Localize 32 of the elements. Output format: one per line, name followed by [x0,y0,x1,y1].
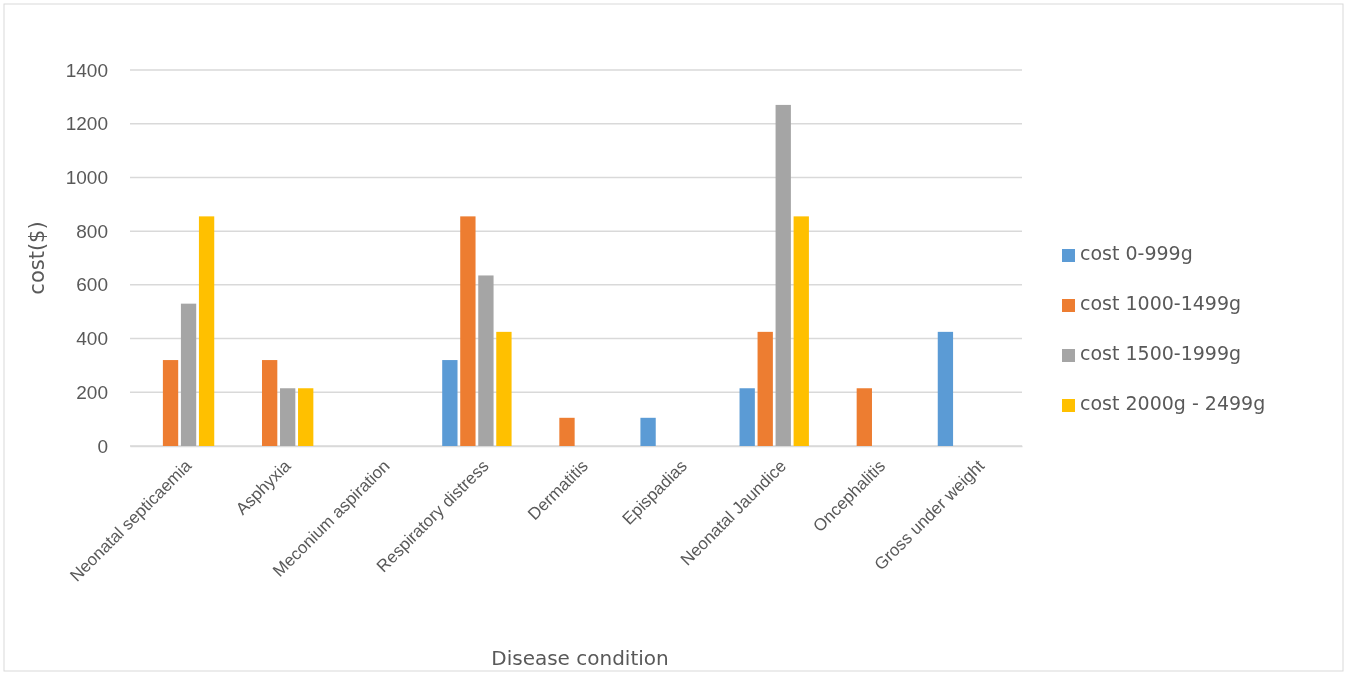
bar [793,216,809,446]
bar [442,360,458,446]
y-tick-label: 1200 [65,113,108,135]
legend-label: cost 1500-1999g [1080,342,1242,364]
bar [775,104,791,446]
bar [460,216,476,446]
y-tick-label: 1000 [65,167,108,189]
bar [640,417,656,446]
bar [298,388,314,446]
bar [198,216,215,446]
legend-label: cost 0-999g [1080,242,1193,264]
bar [937,331,954,446]
bar [739,388,755,446]
bar [180,303,197,446]
y-tick-label: 400 [76,328,108,350]
bar [856,388,872,446]
legend-label: cost 2000g - 2499g [1080,392,1266,414]
y-tick-label: 200 [76,381,108,403]
y-tick-label: 800 [76,220,108,242]
bar [757,331,773,446]
x-axis-title: Disease condition [491,646,669,670]
bar [162,360,179,446]
y-axis-title: cost($) [25,221,49,295]
bar [262,360,278,446]
y-tick-label: 0 [97,435,108,457]
bar [496,331,512,446]
legend-label: cost 1000-1499g [1080,292,1242,314]
bar [478,275,494,446]
y-tick-label: 600 [76,274,108,296]
bar [559,417,575,446]
y-tick-label: 1400 [65,59,108,81]
bar [280,388,296,446]
